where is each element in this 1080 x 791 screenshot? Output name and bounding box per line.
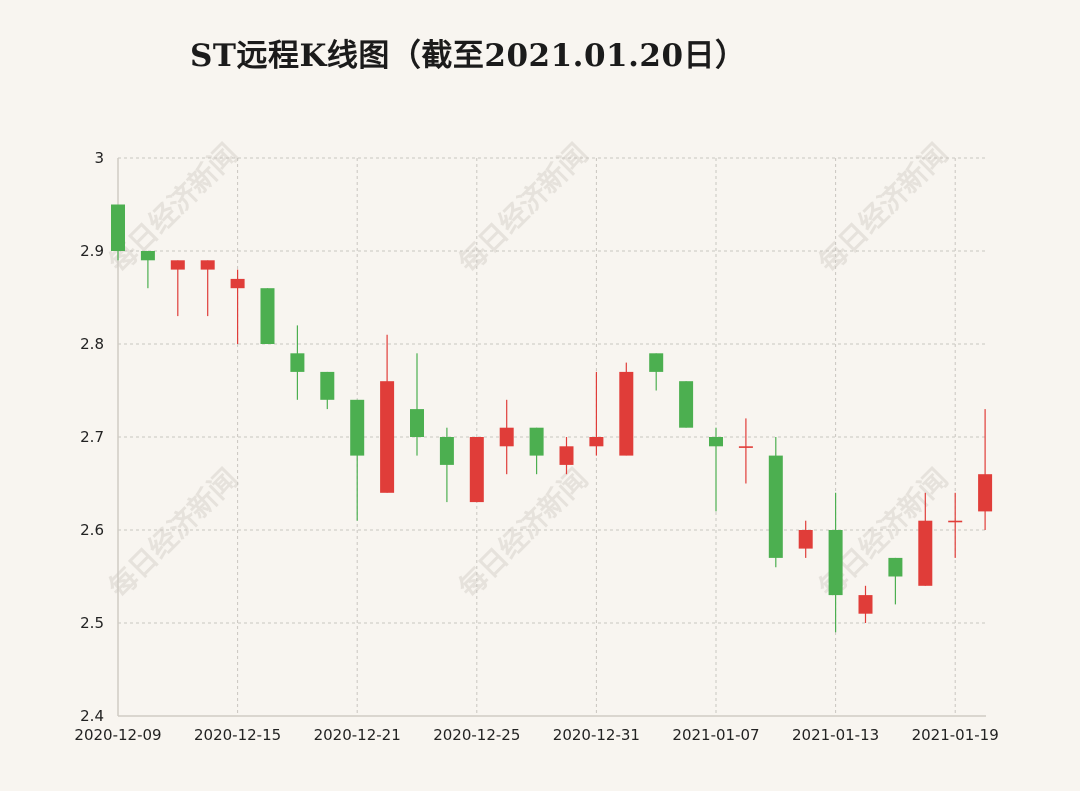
candle-body [230, 278, 245, 289]
candle [768, 437, 783, 568]
candle [798, 520, 813, 558]
candle-body [619, 371, 634, 456]
candle [858, 585, 873, 623]
candle [679, 381, 694, 428]
candle-body [589, 437, 604, 447]
candle [888, 557, 903, 605]
candle-body [499, 427, 514, 447]
x-tick-label: 2021-01-19 [912, 726, 999, 744]
candle [260, 288, 275, 344]
candle [709, 427, 723, 512]
y-tick-label: 2.4 [80, 707, 104, 725]
x-tick-label: 2021-01-07 [672, 726, 759, 744]
y-tick-label: 2.5 [80, 614, 104, 632]
x-tick-label: 2020-12-15 [194, 726, 281, 744]
y-tick-label: 2.6 [80, 521, 104, 539]
candle [200, 260, 215, 317]
y-tick-label: 2.9 [80, 242, 104, 260]
candle [948, 492, 963, 558]
candle [499, 399, 514, 475]
watermark-text: 每日经济新闻 [452, 137, 594, 279]
candle-body [140, 251, 155, 261]
watermark-text: 每日经济新闻 [812, 137, 954, 279]
candle-body [469, 437, 484, 503]
candle [529, 427, 544, 475]
candle [111, 204, 125, 261]
candle-body [709, 437, 723, 447]
candle [559, 437, 574, 475]
candle-body [439, 437, 454, 465]
candle-body [350, 399, 365, 456]
candle [649, 353, 664, 391]
candle-body [559, 446, 574, 465]
candle-layer [111, 204, 993, 633]
candle-body [768, 455, 783, 558]
candle-body [320, 371, 335, 400]
candle-body [738, 446, 753, 448]
candle [230, 269, 245, 344]
candle [320, 371, 335, 410]
candle-body [529, 427, 544, 456]
candle [619, 362, 634, 456]
candle [290, 325, 305, 400]
chart-title: ST远程K线图（截至2021.01.20日） [190, 38, 747, 74]
candle [439, 427, 454, 503]
candle [978, 409, 993, 530]
candle [410, 353, 424, 456]
candle-body [290, 353, 305, 372]
candle-body [111, 204, 125, 251]
candle-body [888, 557, 903, 577]
x-tick-label: 2020-12-21 [314, 726, 401, 744]
candle [738, 418, 753, 484]
candle [589, 371, 604, 456]
candle-body [380, 381, 395, 493]
candle [350, 399, 365, 521]
candle-body [410, 409, 424, 437]
candle-body [978, 474, 993, 512]
candle-body [200, 260, 215, 270]
candle [469, 437, 484, 503]
candle-body [260, 288, 275, 344]
candle-body [798, 530, 813, 549]
candle [918, 492, 933, 586]
candle [380, 334, 395, 493]
watermark-text: 每日经济新闻 [102, 462, 244, 604]
x-tick-label: 2020-12-09 [74, 726, 161, 744]
candle [140, 251, 155, 289]
y-tick-label: 3 [94, 149, 104, 167]
candle-body [170, 260, 185, 270]
candle-body [828, 530, 843, 596]
candle-body [679, 381, 694, 428]
candle [828, 492, 843, 633]
x-tick-label: 2020-12-25 [433, 726, 520, 744]
x-tick-label: 2020-12-31 [553, 726, 640, 744]
y-tick-label: 2.7 [80, 428, 104, 446]
candle-body [649, 353, 664, 372]
candle-body [948, 520, 963, 523]
x-tick-label: 2021-01-13 [792, 726, 879, 744]
candle [170, 260, 185, 317]
candle-body [858, 595, 873, 614]
y-tick-label: 2.8 [80, 335, 104, 353]
candle-body [918, 520, 933, 586]
